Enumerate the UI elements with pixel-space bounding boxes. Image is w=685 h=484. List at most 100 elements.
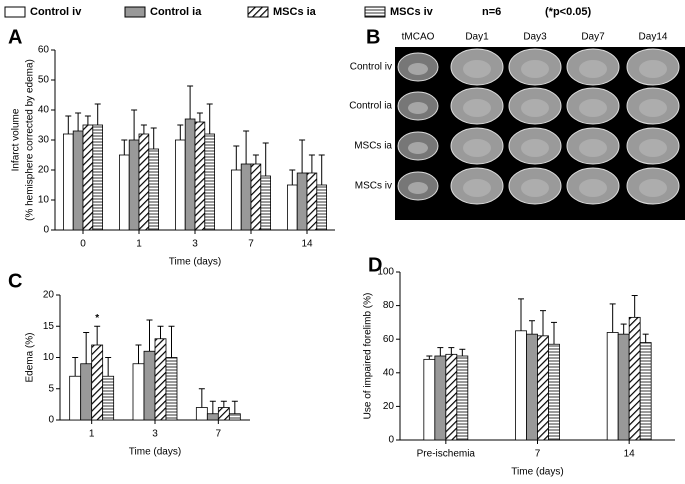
y-tick-label: 30 — [38, 135, 50, 146]
x-tick-label: 14 — [624, 449, 636, 460]
bar — [138, 133, 150, 231]
bar — [165, 357, 178, 421]
legend-swatch — [364, 6, 386, 18]
column-label: Day7 — [581, 32, 605, 43]
brain-inner — [521, 99, 549, 117]
bar — [316, 184, 327, 231]
bar — [217, 407, 230, 421]
bar — [250, 163, 262, 231]
y-tick-label: 60 — [383, 334, 395, 345]
bar — [628, 316, 641, 441]
bar — [82, 124, 94, 231]
x-tick-label: 7 — [248, 239, 254, 250]
y-tick-label: 80 — [383, 300, 395, 311]
legend-label: Control ia — [150, 6, 202, 18]
legend-label: MSCs iv — [390, 6, 434, 18]
row-label: MSCs ia — [354, 141, 392, 152]
bar — [434, 355, 447, 441]
x-axis-label: Time (days) — [129, 447, 181, 458]
significance-mark: * — [95, 313, 99, 324]
brain-inner — [579, 60, 607, 78]
brain-inner — [408, 182, 428, 194]
bar — [639, 342, 652, 441]
brain-inner — [463, 179, 491, 197]
y-tick-label: 15 — [43, 321, 55, 332]
brain-inner — [639, 179, 667, 197]
x-tick-label: 3 — [192, 239, 198, 250]
bar — [92, 124, 104, 231]
bar — [617, 333, 630, 441]
y-tick-label: 20 — [383, 401, 395, 412]
note: (*p<0.05) — [545, 6, 591, 18]
y-axis-label: Use of impaired forelimb (%) — [363, 293, 374, 420]
brain-inner — [463, 99, 491, 117]
x-tick-label: 14 — [301, 239, 313, 250]
y-axis-label: Edema (%) — [25, 332, 36, 382]
legend: Control iv Control ia MSCs ia MSCs iv — [4, 6, 434, 18]
note: n=6 — [482, 6, 501, 18]
column-label: Day14 — [639, 32, 668, 43]
bar — [423, 358, 436, 441]
x-tick-label: Pre-ischemia — [417, 449, 476, 460]
bar — [204, 133, 216, 231]
bar — [148, 148, 160, 231]
bar — [515, 330, 527, 441]
bar — [132, 363, 145, 421]
y-tick-label: 40 — [383, 367, 395, 378]
row-label: Control iv — [350, 62, 392, 73]
x-tick-label: 7 — [535, 449, 541, 460]
bar — [72, 130, 84, 231]
x-tick-label: 0 — [80, 239, 86, 250]
y-tick-label: 100 — [377, 267, 394, 278]
y-axis-label: (% hemisphere corrected by edema) — [25, 59, 36, 221]
x-tick-label: 1 — [89, 429, 95, 440]
bar — [184, 118, 196, 231]
brain-inner — [521, 139, 549, 157]
legend-label: MSCs ia — [273, 6, 317, 18]
x-tick-label: 3 — [152, 429, 158, 440]
brain-inner — [408, 102, 428, 114]
x-tick-label: 7 — [216, 429, 222, 440]
bar — [195, 407, 208, 421]
y-tick-label: 20 — [43, 290, 55, 301]
bar — [456, 355, 469, 441]
brain-inner — [639, 60, 667, 78]
legend-label: Control iv — [30, 6, 82, 18]
brain-inner — [639, 99, 667, 117]
bar — [194, 121, 206, 231]
bar — [128, 139, 140, 231]
y-tick-label: 0 — [388, 435, 394, 446]
bar — [240, 163, 252, 231]
panel-label: D — [368, 254, 382, 276]
bar — [537, 335, 549, 441]
bar — [91, 344, 104, 421]
bar — [80, 363, 93, 421]
x-tick-label: 1 — [136, 239, 142, 250]
brain-inner — [408, 142, 428, 154]
y-tick-label: 10 — [38, 195, 50, 206]
row-label: Control ia — [349, 101, 392, 112]
bar — [143, 350, 156, 421]
bar — [174, 139, 186, 231]
y-tick-label: 50 — [38, 75, 50, 86]
y-tick-label: 10 — [43, 352, 55, 363]
y-tick-label: 20 — [38, 165, 50, 176]
bar — [206, 413, 219, 421]
brain-inner — [521, 179, 549, 197]
bar — [69, 375, 82, 421]
column-label: Day1 — [465, 32, 489, 43]
legend-swatch — [247, 6, 269, 18]
row-label: MSCs iv — [355, 181, 392, 192]
y-tick-label: 60 — [38, 45, 50, 56]
x-axis-label: Time (days) — [169, 257, 221, 268]
bar — [548, 343, 560, 441]
bar — [228, 413, 241, 421]
bar — [230, 169, 242, 231]
bar — [260, 175, 271, 231]
brain-inner — [579, 99, 607, 117]
bar — [102, 375, 115, 421]
bar — [606, 332, 619, 441]
bar — [306, 172, 318, 231]
